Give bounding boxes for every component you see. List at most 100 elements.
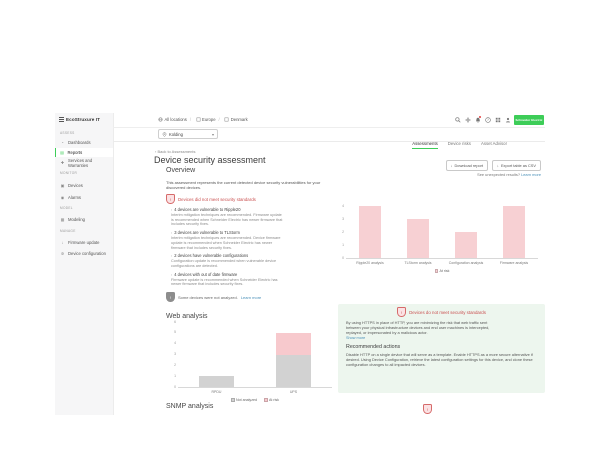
- alert-shield-icon: !: [397, 307, 407, 317]
- finding-icon: ▫: [171, 208, 173, 212]
- menu-icon[interactable]: [59, 117, 64, 122]
- sidebar-item-modeling[interactable]: ▦ Modeling: [60, 217, 85, 222]
- gear-icon[interactable]: [464, 116, 471, 123]
- help-icon[interactable]: ?: [484, 116, 491, 123]
- bar-at-risk: [503, 206, 525, 258]
- y-axis-tick: 6: [174, 319, 176, 324]
- download-report-button[interactable]: Download report: [445, 160, 489, 171]
- legend-swatch: [231, 398, 235, 402]
- notification-badge: [478, 115, 481, 118]
- finding-tlstorm: ▫ 3 devices are vulnerable to TLStorm Int…: [171, 230, 281, 250]
- overview-chart-plot: 0 1 2 3 4: [342, 204, 538, 260]
- globe-icon: [158, 117, 163, 122]
- region-icon: [196, 117, 200, 122]
- show-more-link[interactable]: Show more: [346, 336, 366, 340]
- y-axis-tick: 2: [174, 362, 176, 367]
- report-icon: ▤: [60, 150, 64, 155]
- location-pin-icon: [162, 131, 167, 137]
- breadcrumb-europe[interactable]: Europe: [190, 117, 216, 122]
- overview-section: This assessment represents the current d…: [166, 180, 336, 303]
- apps-grid-icon[interactable]: [494, 116, 501, 123]
- notifications-bell-icon[interactable]: [474, 115, 481, 123]
- legend-item: Not analyzed: [231, 398, 257, 402]
- firmware-download-icon: ↓: [61, 240, 64, 245]
- y-axis-tick: 1: [174, 373, 176, 378]
- bar-at-risk: [455, 232, 477, 258]
- y-axis-tick: 0: [342, 255, 344, 260]
- not-analyzed-learn-more-link[interactable]: Learn more: [240, 294, 262, 300]
- chevron-down-icon: [212, 132, 214, 137]
- legend-item: At risk: [264, 398, 279, 402]
- unexpected-learn-more-link[interactable]: Learn more: [521, 172, 541, 177]
- search-icon[interactable]: [454, 116, 461, 123]
- web-chart-x-labels: RPDU UPS: [178, 388, 332, 394]
- web-chart-plot: 0 1 2 3 4 5 6: [174, 320, 332, 389]
- bar-not-analyzed: [199, 376, 234, 387]
- x-axis-label: RPDU: [211, 390, 222, 394]
- location-select[interactable]: Kolding: [158, 129, 218, 139]
- bar-not-analyzed: [276, 354, 311, 387]
- sidebar-item-services-warranties[interactable]: ✚ Services and Warranties: [60, 157, 93, 168]
- unexpected-results: See unexpected results? Learn more: [477, 172, 541, 177]
- y-axis-tick: 1: [342, 242, 344, 247]
- configuration-icon: ✲: [60, 251, 65, 256]
- web-chart-legend: Not analyzed At risk: [178, 398, 332, 402]
- app-logo[interactable]: EcoStruxure IT: [59, 117, 100, 122]
- x-axis-label: UPS: [289, 390, 298, 394]
- y-axis-tick: 3: [342, 216, 344, 221]
- sidebar-header-monitor: Monitor: [60, 171, 78, 175]
- page-title: Device security assessment: [154, 155, 266, 165]
- sidebar: EcoStruxure IT Assess ◔ Dashboards ▤ Repor…: [55, 113, 114, 415]
- sidebar-item-firmware-update[interactable]: ↓ Firmware update: [61, 240, 100, 245]
- user-avatar-icon[interactable]: [504, 116, 511, 123]
- sidebar-item-devices[interactable]: ▣ Devices: [60, 183, 83, 188]
- legend-swatch: [434, 269, 438, 273]
- bar-at-risk: [359, 206, 381, 258]
- download-icon: [497, 163, 499, 168]
- finding-ripple20: ▫ 4 devices are vulnerable to Ripple20 In…: [171, 207, 283, 227]
- sidebar-header-manage: Manage: [60, 229, 76, 233]
- region-icon: [224, 117, 229, 122]
- web-description: By using HTTPS in place of HTTP, you are…: [346, 320, 490, 335]
- tabs-row: Assessments Device risks Asset Advisor: [113, 141, 545, 150]
- recommended-actions-heading: Recommended actions: [346, 344, 401, 350]
- gray-shield-icon: !: [166, 292, 175, 303]
- overview-status-row: ! Devices did not meet security standard…: [166, 194, 336, 204]
- overview-status-link[interactable]: Devices did not meet security standards: [178, 196, 256, 202]
- tab-device-risks[interactable]: Device risks: [447, 141, 471, 146]
- sidebar-item-reports[interactable]: ▤ Reports: [55, 148, 113, 157]
- sidebar-header-model: Model: [60, 206, 73, 210]
- web-analysis-detail-panel: ! Devices do not meet security standards…: [338, 304, 545, 393]
- web-status-row: ! Devices do not meet security standards: [338, 304, 545, 317]
- location-select-value: Kolding: [169, 131, 183, 137]
- overview-chart: 0 1 2 3 4 Ripple20 analysis TLStorm analysis C…: [342, 204, 538, 273]
- sidebar-item-device-configuration[interactable]: ✲ Device configuration: [60, 251, 106, 256]
- y-axis-tick: 2: [342, 229, 344, 234]
- y-axis-tick: 4: [342, 203, 344, 208]
- schneider-electric-logo[interactable]: Schneider Electric: [514, 115, 544, 125]
- not-analyzed-row: ! Some devices were not analyzed. Learn …: [166, 292, 336, 303]
- export-csv-button[interactable]: Export table as CSV: [492, 160, 541, 171]
- dashboard-icon: ◔: [61, 140, 64, 145]
- breadcrumb-denmark[interactable]: Denmark: [219, 117, 248, 122]
- legend-swatch: [264, 398, 268, 402]
- x-axis-label: Firmware analysis: [499, 261, 529, 265]
- x-axis-label: Ripple20 analysis: [356, 261, 384, 265]
- web-analysis-heading: Web analysis: [166, 313, 208, 320]
- legend-item: At risk: [434, 269, 449, 273]
- y-axis-tick: 5: [174, 330, 176, 335]
- y-axis-tick: 0: [174, 384, 176, 389]
- bar-at-risk: [407, 219, 429, 258]
- y-axis-tick: 4: [174, 341, 176, 346]
- web-status-link[interactable]: Devices do not meet security standards: [409, 309, 486, 315]
- tab-assessments[interactable]: Assessments: [412, 141, 438, 149]
- sidebar-item-alarms[interactable]: ◉ Alarms: [60, 195, 82, 200]
- tab-asset-advisor[interactable]: Asset Advisor: [480, 141, 507, 146]
- back-link[interactable]: ‹ Back to Assessments: [155, 149, 196, 154]
- top-bar: All locations Europe Denmark ? Schneider…: [113, 113, 545, 128]
- breadcrumb-all-locations[interactable]: All locations: [158, 117, 187, 122]
- sidebar-item-dashboards[interactable]: ◔ Dashboards: [61, 140, 91, 145]
- finding-icon: ▫: [171, 254, 173, 259]
- alarm-bell-icon: ◉: [60, 195, 65, 200]
